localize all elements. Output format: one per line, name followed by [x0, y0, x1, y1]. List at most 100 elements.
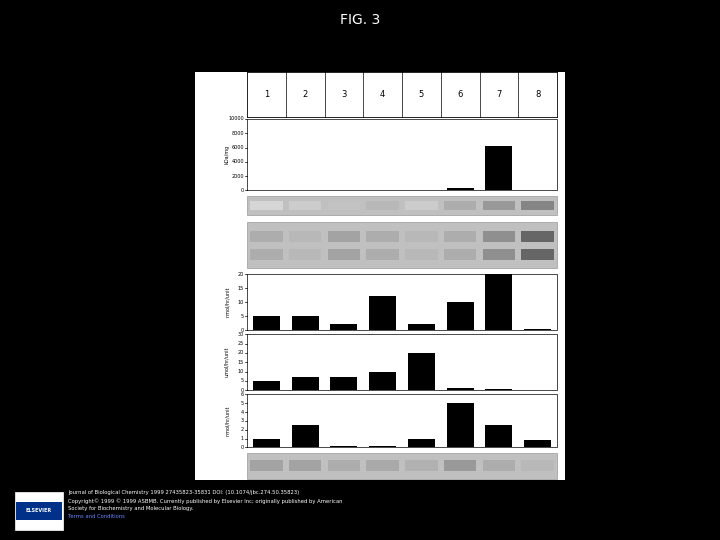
Bar [485, 274, 513, 330]
Bar [521, 201, 554, 210]
Text: 4: 4 [241, 409, 244, 415]
Text: 10: 10 [238, 369, 244, 374]
Bar [405, 231, 438, 242]
Bar [253, 381, 280, 390]
Bar [521, 231, 554, 242]
Bar [524, 329, 552, 330]
Bar [330, 377, 357, 390]
Bar [328, 249, 360, 260]
Text: umol/hr/unit: umol/hr/unit [225, 347, 230, 377]
Text: PSV: PSV [570, 241, 585, 250]
Text: 5: 5 [241, 401, 244, 406]
Bar [485, 426, 513, 447]
Bar [444, 201, 477, 210]
Text: 25: 25 [238, 341, 244, 346]
Text: 0: 0 [241, 388, 244, 393]
Text: Terms and Conditions: Terms and Conditions [68, 514, 125, 519]
Text: 100g S: 100g S [342, 54, 359, 71]
Bar [366, 231, 399, 242]
Text: α-mannosidase: α-mannosidase [131, 298, 190, 307]
Text: 10: 10 [238, 300, 244, 305]
Text: Alkaline
phosphatase: Alkaline phosphatase [140, 353, 190, 372]
Bar [521, 249, 554, 260]
Text: 4: 4 [380, 90, 385, 99]
Bar [369, 296, 396, 330]
Bar [195, 194, 565, 217]
Bar [446, 302, 474, 330]
Bar [289, 249, 321, 260]
Bar [195, 119, 565, 191]
Bar [250, 201, 283, 210]
Text: 15: 15 [238, 360, 244, 365]
Text: 1: 1 [264, 90, 269, 99]
Text: SP75: SP75 [171, 238, 190, 246]
Bar [482, 201, 515, 210]
Bar [366, 201, 399, 210]
Bar [408, 353, 435, 390]
Text: 30: 30 [238, 332, 244, 336]
Bar [292, 426, 319, 447]
Text: 4000: 4000 [232, 159, 244, 164]
Bar [521, 460, 554, 471]
Text: nmol/hr/unit: nmol/hr/unit [225, 287, 230, 318]
Text: Endoplasmic
reticulum: Endoplasmic reticulum [570, 411, 618, 430]
Bar [330, 446, 357, 447]
Text: PSV: PSV [570, 150, 585, 159]
Bar [15, 492, 63, 530]
Text: 8000: 8000 [232, 131, 244, 136]
Text: 5: 5 [419, 90, 424, 99]
Bar [446, 388, 474, 390]
Bar [253, 316, 280, 330]
Text: 7: 7 [496, 90, 502, 99]
Text: Cytosol: Cytosol [570, 461, 598, 470]
Text: 0: 0 [241, 328, 244, 333]
Bar [16, 502, 62, 520]
Bar [446, 403, 474, 447]
Text: 6: 6 [457, 90, 463, 99]
Bar [289, 231, 321, 242]
Bar [482, 460, 515, 471]
Bar [366, 460, 399, 471]
Text: 20: 20 [238, 350, 244, 355]
Text: 8: 8 [535, 90, 540, 99]
Text: Percoll Band 2: Percoll Band 2 [498, 40, 528, 71]
Bar [485, 389, 513, 390]
Text: 18g P: 18g P [304, 57, 318, 71]
Text: Plasma
membrane: Plasma membrane [570, 353, 612, 372]
Text: SP96: SP96 [171, 245, 190, 253]
Bar [289, 201, 321, 210]
Text: P4B: P4B [176, 150, 190, 159]
Bar [250, 460, 283, 471]
Text: ORGANELLE: ORGANELLE [568, 120, 629, 129]
Bar [405, 249, 438, 260]
Bar [369, 372, 396, 390]
Bar [195, 274, 565, 330]
Text: Homogenate: Homogenate [265, 42, 294, 71]
Bar [292, 377, 319, 390]
Bar [408, 438, 435, 447]
Text: Percoll Band 1: Percoll Band 1 [459, 40, 490, 71]
Text: Journal of Biological Chemistry 1999 27435823-35831 DOI: (10.1074/jbc.274.50.358: Journal of Biological Chemistry 1999 274… [68, 490, 300, 495]
Text: 10000: 10000 [228, 117, 244, 122]
Text: Society for Biochemistry and Molecular Biology.: Society for Biochemistry and Molecular B… [68, 506, 194, 511]
Bar [328, 231, 360, 242]
Text: 1: 1 [241, 436, 244, 441]
Text: 5: 5 [241, 314, 244, 319]
Text: α-glucosidase 2: α-glucosidase 2 [130, 416, 190, 426]
Text: 🌳: 🌳 [37, 522, 41, 528]
Text: 2: 2 [302, 90, 307, 99]
Bar [482, 231, 515, 242]
Text: Lysosome: Lysosome [570, 298, 607, 307]
Bar [366, 249, 399, 260]
Bar [195, 394, 565, 447]
Text: ELSEVIER: ELSEVIER [26, 509, 52, 514]
Text: 3: 3 [241, 418, 244, 423]
Text: 400g P: 400g P [381, 54, 398, 71]
Bar [482, 249, 515, 260]
Bar [446, 188, 474, 191]
Bar [195, 334, 565, 390]
Bar [444, 231, 477, 242]
Bar [408, 325, 435, 330]
Bar [328, 201, 360, 210]
Text: 15: 15 [238, 286, 244, 291]
